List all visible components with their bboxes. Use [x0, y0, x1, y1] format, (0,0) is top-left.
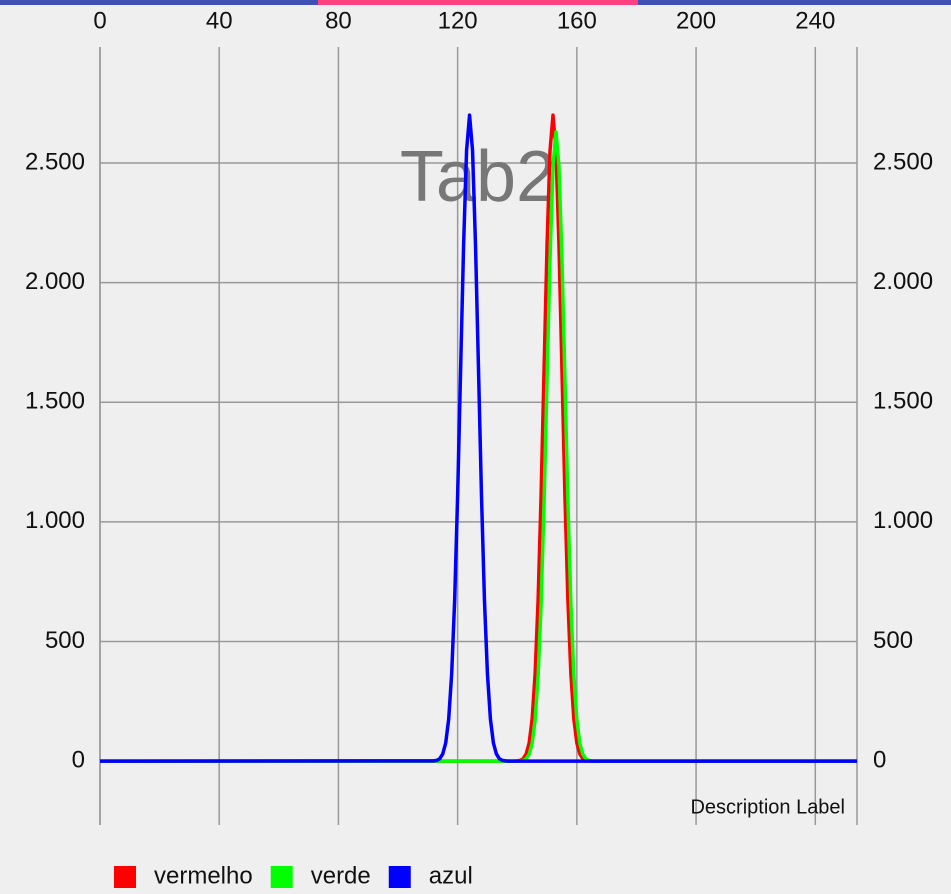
- legend-swatch: [270, 866, 293, 888]
- y-tick-label: 2.500: [25, 148, 85, 175]
- x-tick-label: 0: [93, 7, 106, 34]
- y-tick-label: 1.000: [25, 507, 85, 534]
- series-line: [100, 130, 857, 763]
- description: Description Label: [690, 796, 845, 818]
- y-tick-label: 1.500: [25, 388, 85, 415]
- y2-tick-label: 1.000: [873, 507, 933, 534]
- legend-label: azul: [429, 862, 473, 889]
- x-tick-label: 240: [795, 7, 835, 34]
- legend-swatch: [388, 866, 411, 888]
- y-tick-label: 500: [45, 627, 85, 654]
- legend-swatch: [114, 866, 136, 888]
- lines: [99, 113, 857, 763]
- y-tick-label: 0: [72, 746, 85, 773]
- x-tick-label: 120: [438, 7, 478, 34]
- legend-label: vermelho: [154, 862, 253, 889]
- series-line: [99, 113, 857, 763]
- y2-tick-label: 500: [873, 627, 913, 654]
- x-tick-label: 160: [557, 7, 597, 34]
- y2-tick-label: 2.000: [873, 268, 933, 295]
- y2-tick-label: 0: [873, 746, 886, 773]
- y-tick-label: 2.000: [25, 268, 85, 295]
- legend: vermelho verde azul: [114, 862, 473, 889]
- tab-indicator: [318, 0, 638, 5]
- x-tick-label: 40: [206, 7, 233, 34]
- legend-label: verde: [311, 862, 371, 889]
- x-tick-label: 200: [676, 7, 716, 34]
- center-text: Tab2: [400, 137, 556, 217]
- y2-tick-label: 2.500: [873, 148, 933, 175]
- y2-tick-label: 1.500: [873, 388, 933, 415]
- x-tick-label: 80: [325, 7, 352, 34]
